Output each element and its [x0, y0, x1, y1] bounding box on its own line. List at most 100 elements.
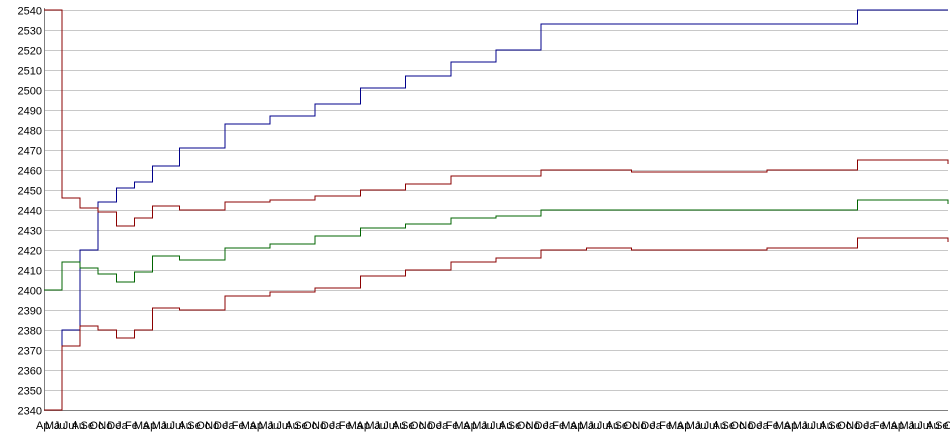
x-tick-label: Se	[935, 420, 948, 432]
x-tick-label: Ma	[579, 420, 595, 432]
y-tick-label: 2380	[18, 326, 42, 338]
x-tick-label: Jul	[63, 420, 77, 432]
series-line-1	[44, 9, 948, 411]
y-tick-label: 2420	[18, 246, 42, 258]
y-tick-label: 2490	[18, 106, 42, 118]
x-tick-label: Ma	[882, 420, 898, 432]
x-tick-label: No	[739, 420, 753, 432]
y-tick-label: 2350	[18, 386, 42, 398]
y-tick-label: 2430	[18, 226, 42, 238]
x-tick-label: Ma	[134, 420, 150, 432]
x-tick-label: Au	[392, 420, 405, 432]
x-tick-labels: ApMaJuJulAuSeOcNoDeJaFeMaApMaJuJulAuSeOc…	[36, 420, 950, 432]
x-tick-label: No	[205, 420, 219, 432]
x-tick-label: Ju	[908, 420, 920, 432]
x-tick-label: Ma	[348, 420, 364, 432]
x-tick-label: De	[748, 420, 762, 432]
y-tick-label: 2520	[18, 46, 42, 58]
x-tick-label: Ma	[561, 420, 577, 432]
x-tick-label: Ma	[152, 420, 168, 432]
x-tick-label: Ap	[463, 420, 476, 432]
axes	[44, 8, 948, 411]
x-tick-label: Ma	[45, 420, 61, 432]
x-tick-label: Ja	[650, 420, 663, 432]
x-tick-label: No	[419, 420, 433, 432]
x-tick-label: Jul	[704, 420, 718, 432]
x-tick-label: Ma	[793, 420, 809, 432]
y-tick-label: 2390	[18, 306, 42, 318]
x-tick-label: No	[312, 420, 326, 432]
x-tick-label: Ju	[54, 420, 66, 432]
x-tick-label: Jul	[383, 420, 397, 432]
x-tick-label: No	[632, 420, 646, 432]
x-tick-label: Ap	[143, 420, 156, 432]
x-tick-label: Ap	[357, 420, 370, 432]
x-tick-label: Ma	[775, 420, 791, 432]
x-tick-label: Oc	[89, 420, 104, 432]
x-tick-label: Ap	[250, 420, 263, 432]
series-line-2	[44, 9, 949, 227]
y-tick-label: 2410	[18, 266, 42, 278]
x-tick-label: Au	[285, 420, 298, 432]
x-tick-label: Ap	[891, 420, 904, 432]
y-tick-label: 2480	[18, 126, 42, 138]
x-tick-label: De	[535, 420, 549, 432]
x-tick-label: Ja	[223, 420, 236, 432]
y-tick-label: 2450	[18, 186, 42, 198]
y-tick-label: 2510	[18, 66, 42, 78]
x-tick-label: Ja	[543, 420, 556, 432]
x-tick-label: Ma	[900, 420, 916, 432]
x-tick-label: Oc	[730, 420, 745, 432]
x-tick-label: Se	[828, 420, 841, 432]
y-tick-label: 2540	[18, 6, 42, 18]
x-tick-label: Oc	[517, 420, 532, 432]
x-tick-label: Oc	[196, 420, 211, 432]
x-tick-label: Se	[508, 420, 521, 432]
x-tick-label: Au	[178, 420, 191, 432]
x-tick-label: Ma	[365, 420, 381, 432]
x-tick-label: Ma	[454, 420, 470, 432]
x-tick-label: Fe	[232, 420, 245, 432]
x-tick-label: Ju	[268, 420, 280, 432]
x-tick-label: Jul	[917, 420, 931, 432]
x-tick-label: Ap	[784, 420, 797, 432]
x-tick-label: Ma	[668, 420, 684, 432]
x-tick-label: Au	[499, 420, 512, 432]
x-tick-label: Fe	[446, 420, 459, 432]
x-tick-label: Fe	[552, 420, 565, 432]
x-tick-label: Ja	[330, 420, 343, 432]
x-tick-label: Oc	[303, 420, 318, 432]
x-tick-label: De	[641, 420, 655, 432]
x-tick-label: Jul	[490, 420, 504, 432]
x-tick-label: No	[846, 420, 860, 432]
x-tick-label: Ma	[472, 420, 488, 432]
y-tick-label: 2530	[18, 26, 42, 38]
y-tick-label: 2460	[18, 166, 42, 178]
x-tick-label: Ap	[570, 420, 583, 432]
series-line-3	[44, 199, 949, 291]
x-tick-label: Ma	[241, 420, 257, 432]
x-tick-label: Ju	[588, 420, 600, 432]
x-tick-label: Ja	[116, 420, 129, 432]
x-tick-label: Ju	[481, 420, 493, 432]
x-tick-label: Ju	[802, 420, 814, 432]
x-tick-label: Ap	[36, 420, 49, 432]
x-tick-label: Ja	[757, 420, 770, 432]
x-tick-label: Ja	[864, 420, 877, 432]
x-tick-label: Fe	[659, 420, 672, 432]
y-tick-label: 2370	[18, 346, 42, 358]
x-tick-label: Fe	[125, 420, 138, 432]
x-tick-label: Oc	[624, 420, 639, 432]
x-tick-label: Fe	[339, 420, 352, 432]
x-tick-label: Se	[722, 420, 735, 432]
x-tick-label: Oc	[944, 420, 950, 432]
x-tick-label: No	[98, 420, 112, 432]
y-tick-label: 2440	[18, 206, 42, 218]
x-tick-label: Ma	[686, 420, 702, 432]
x-tick-label: Ju	[161, 420, 173, 432]
x-tick-label: De	[214, 420, 228, 432]
x-tick-label: Au	[72, 420, 85, 432]
x-tick-label: Ju	[695, 420, 707, 432]
y-tick-label: 2470	[18, 146, 42, 158]
